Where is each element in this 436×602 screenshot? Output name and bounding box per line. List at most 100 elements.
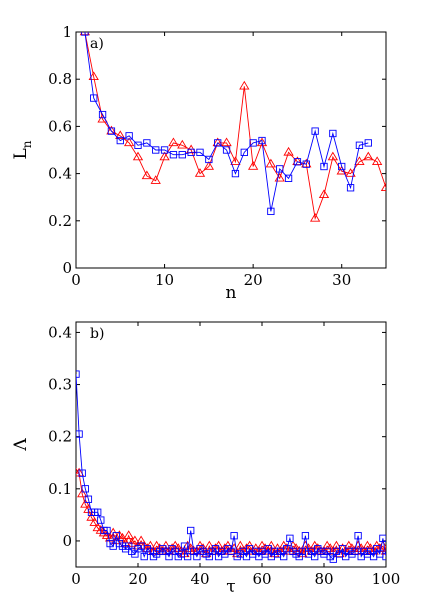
y-tick-label: 0.1 xyxy=(48,480,72,498)
data-point-square xyxy=(183,552,192,561)
data-point-square xyxy=(165,552,173,561)
y-tick-label: 1 xyxy=(62,23,72,41)
x-tick-label: 40 xyxy=(190,570,209,588)
data-point-square xyxy=(107,127,116,135)
data-point-triangle xyxy=(309,212,321,222)
data-point-square xyxy=(379,534,386,542)
data-point-square xyxy=(196,148,204,157)
data-point-square xyxy=(329,555,337,563)
y-tick-label: 0 xyxy=(62,532,72,550)
data-point-triangle xyxy=(115,130,126,140)
data-point-square xyxy=(84,495,93,503)
y-tick-label: 0.3 xyxy=(48,376,72,394)
data-point-square xyxy=(169,151,178,159)
data-point-square xyxy=(230,532,238,540)
y-axis-label-subscript: n xyxy=(20,140,34,148)
data-point-square xyxy=(267,207,275,216)
series-line xyxy=(84,32,369,212)
x-tick-label: 0 xyxy=(71,271,81,289)
data-point-square xyxy=(112,532,120,540)
x-tick-label: 100 xyxy=(372,570,401,588)
data-point-square xyxy=(205,155,213,164)
data-point-square xyxy=(338,162,346,171)
data-point-square xyxy=(280,552,288,561)
data-point-triangle xyxy=(141,170,153,180)
data-point-square xyxy=(90,94,98,102)
data-point-triangle xyxy=(135,535,147,545)
data-point-triangle xyxy=(77,488,88,498)
plot-frame xyxy=(75,321,387,568)
y-tick-label: 0.4 xyxy=(48,323,72,341)
data-point-triangle xyxy=(86,511,97,521)
x-tick-label: 60 xyxy=(252,570,271,588)
data-point-square xyxy=(97,516,105,524)
data-point-triangle xyxy=(76,467,82,477)
data-point-square xyxy=(116,136,124,145)
y-tick-label: 0.8 xyxy=(48,70,72,88)
data-point-triangle xyxy=(371,156,383,166)
data-point-square xyxy=(284,174,293,182)
data-point-square xyxy=(140,552,148,561)
data-point-square xyxy=(258,136,266,145)
data-point-triangle xyxy=(363,151,374,161)
data-point-triangle xyxy=(168,137,179,147)
y-tick-label: 0.4 xyxy=(48,165,72,183)
plot-frame xyxy=(75,31,387,269)
data-point-triangle xyxy=(123,137,135,147)
data-point-square xyxy=(81,485,89,493)
data-point-square xyxy=(125,132,133,140)
data-point-square xyxy=(276,165,284,173)
series-1 xyxy=(79,32,386,222)
data-point-square xyxy=(329,129,337,138)
data-point-square xyxy=(178,151,186,159)
data-point-triangle xyxy=(123,530,134,539)
data-point-square xyxy=(351,547,359,556)
data-point-square xyxy=(227,547,235,556)
data-point-square xyxy=(355,141,364,149)
data-point-square xyxy=(78,469,86,477)
data-point-square xyxy=(180,542,189,550)
data-point-triangle xyxy=(89,517,100,526)
data-point-square xyxy=(346,184,355,192)
data-point-square xyxy=(134,141,142,149)
data-point-triangle xyxy=(88,71,99,81)
data-point-square xyxy=(301,532,310,540)
data-point-triangle xyxy=(129,535,141,545)
chart-panel-2: 0 20 40 60 80 100 0 0.1 0.2 0.3 0.4 τ Λb) xyxy=(11,321,401,597)
data-point-triangle xyxy=(327,151,339,161)
data-point-square xyxy=(240,148,248,157)
data-point-triangle xyxy=(331,540,342,550)
data-point-square xyxy=(286,534,294,542)
y-tick-label: 0 xyxy=(62,259,72,277)
data-point-triangle xyxy=(104,532,116,542)
data-point-square xyxy=(187,526,195,535)
data-point-triangle xyxy=(221,137,232,147)
data-point-square xyxy=(364,139,372,147)
data-point-triangle xyxy=(380,182,386,191)
data-point-triangle xyxy=(354,156,365,166)
data-point-square xyxy=(214,139,222,147)
x-tick-label: 10 xyxy=(155,271,174,289)
x-axis-label: τ xyxy=(226,577,235,597)
x-tick-label: 20 xyxy=(128,570,147,588)
data-point-square xyxy=(311,127,319,135)
data-point-square xyxy=(249,139,257,147)
data-point-triangle xyxy=(380,545,386,555)
data-point-square xyxy=(143,139,151,147)
data-point-square xyxy=(160,146,169,154)
data-point-triangle xyxy=(159,151,170,161)
data-point-triangle xyxy=(230,156,241,166)
x-axis-label: n xyxy=(226,283,237,303)
data-point-square xyxy=(222,146,231,154)
data-point-square xyxy=(354,532,362,540)
data-point-square xyxy=(311,552,319,561)
series-line xyxy=(76,374,386,560)
data-point-square xyxy=(302,160,310,168)
x-tick-label: 30 xyxy=(332,271,351,289)
data-point-triangle xyxy=(336,165,347,175)
data-point-square xyxy=(193,552,201,561)
series-2 xyxy=(81,32,372,216)
data-point-triangle xyxy=(150,175,161,184)
